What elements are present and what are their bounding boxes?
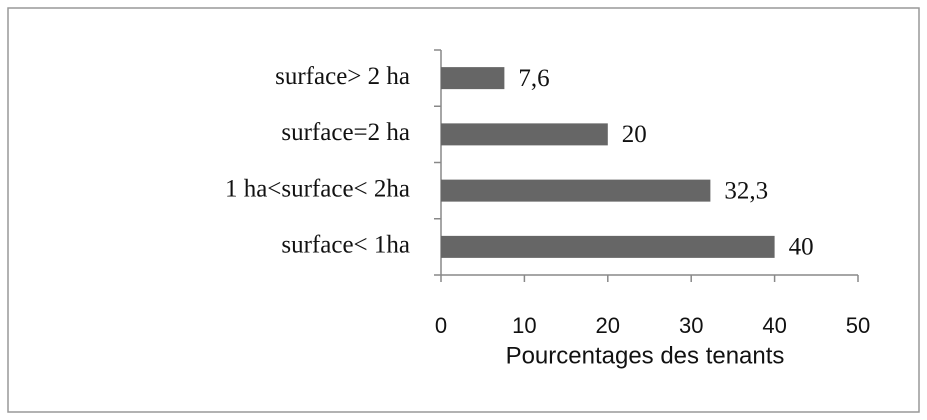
x-tick-label: 40 <box>762 313 786 338</box>
value-label: 40 <box>789 234 814 261</box>
bar <box>441 67 505 90</box>
x-axis-title: Pourcentages des tenants <box>506 342 785 369</box>
y-tick-label: surface=2 ha <box>281 119 410 146</box>
x-tick-label: 10 <box>512 313 536 338</box>
y-tick-label: surface> 2 ha <box>275 63 410 90</box>
value-label: 32,3 <box>724 177 768 204</box>
x-tick-label: 0 <box>435 313 447 338</box>
value-label: 20 <box>622 121 647 148</box>
bar <box>441 123 608 146</box>
value-label: 7,6 <box>518 65 549 92</box>
y-tick-label: surface< 1ha <box>281 232 410 259</box>
bar <box>441 235 775 258</box>
bar <box>441 179 711 202</box>
x-tick-label: 50 <box>846 313 870 338</box>
x-tick-label: 30 <box>679 313 703 338</box>
y-tick-label: 1 ha<surface< 2ha <box>225 175 410 202</box>
x-tick-label: 20 <box>596 313 620 338</box>
